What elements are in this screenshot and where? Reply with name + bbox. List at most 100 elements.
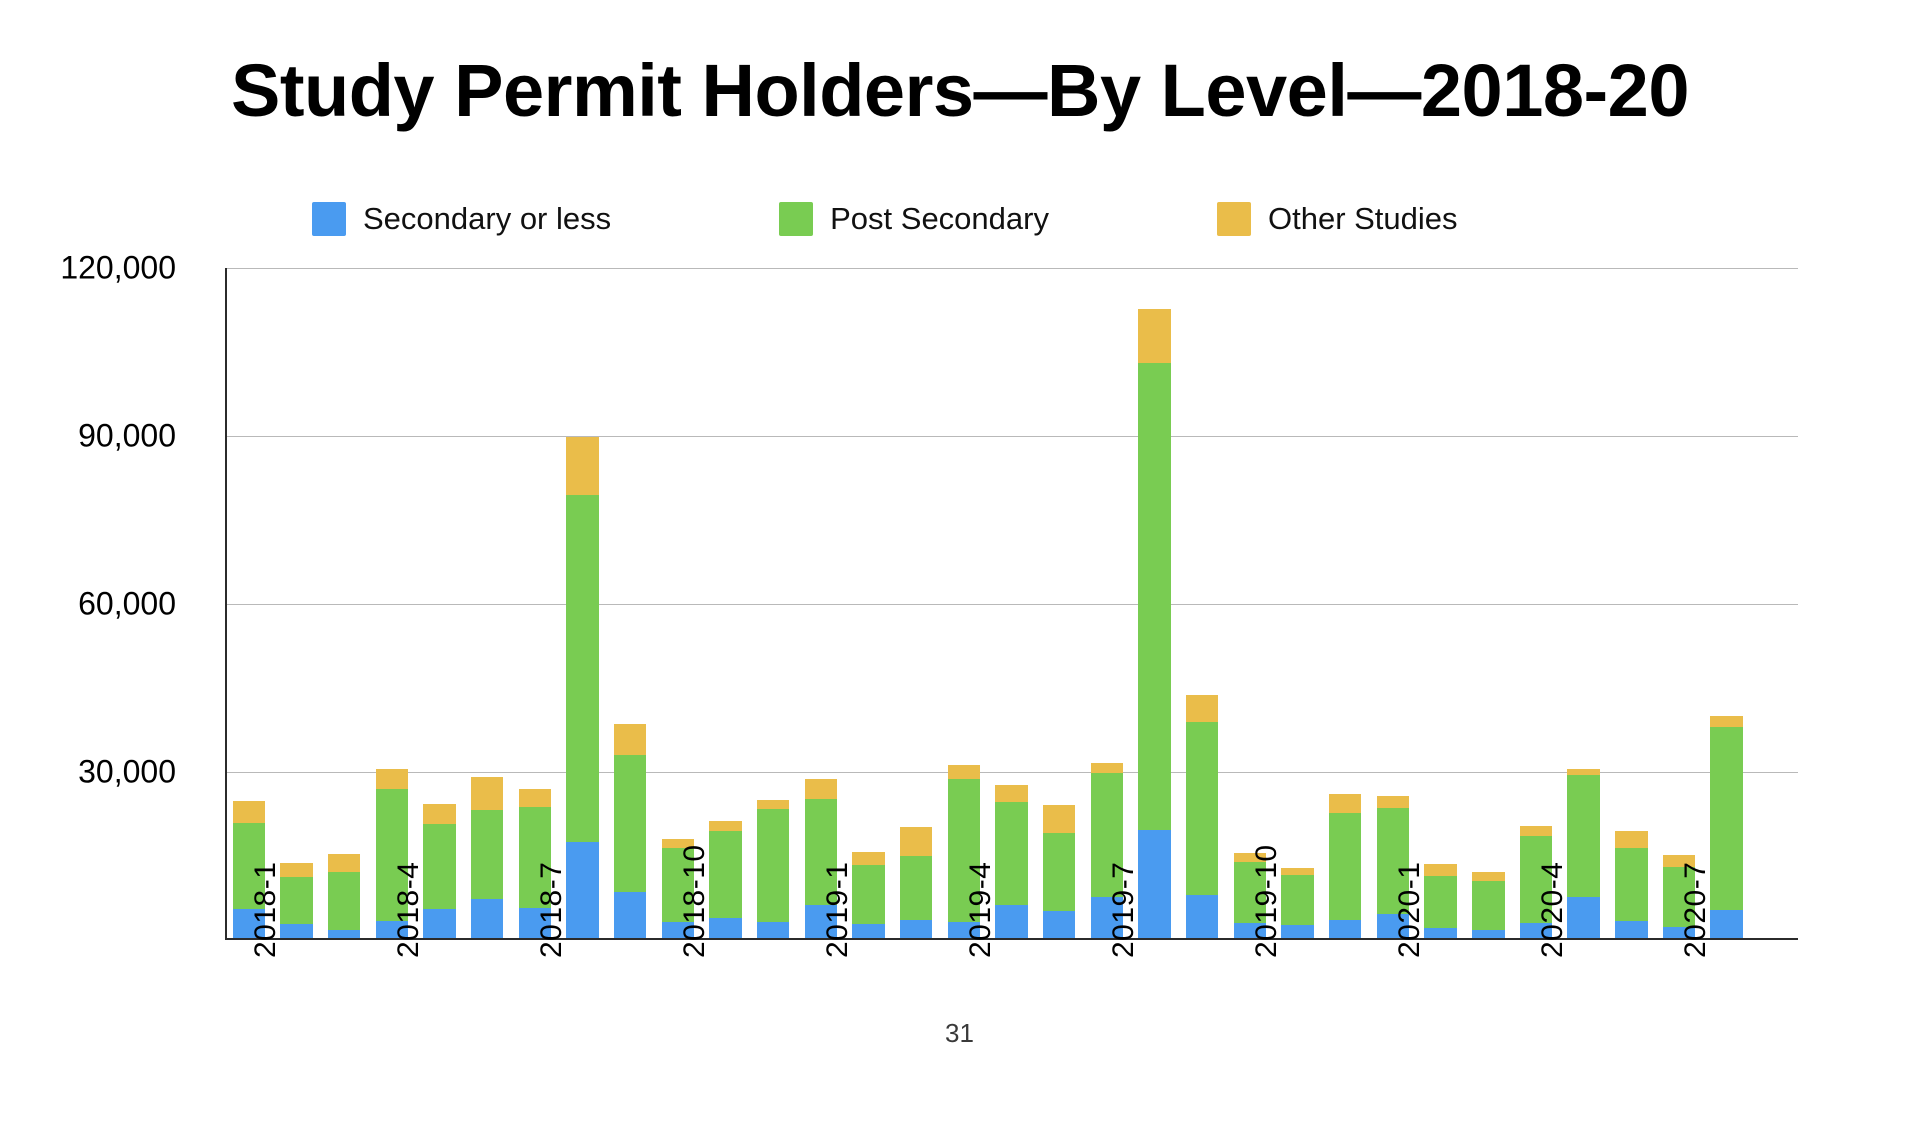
bar-segment [327, 853, 361, 872]
bar-segment [470, 898, 504, 940]
bar-segment [566, 842, 599, 940]
legend-item-post-secondary[interactable]: Post Secondary [779, 201, 1049, 237]
bar-segment [1472, 872, 1505, 882]
x-tick-slot: 2018-4 [368, 862, 425, 1130]
stacked-bar[interactable] [995, 784, 1028, 940]
bar-slot [702, 268, 750, 940]
bar-slot [1131, 268, 1179, 940]
stacked-bar[interactable] [900, 827, 933, 940]
bar-segment [1615, 848, 1648, 921]
bar-segment [327, 929, 361, 940]
x-axis-tick-labels: 2018-1 2018-4 2018-7 2018-10 2019-1 2019-4 201… [225, 844, 1798, 1130]
bar-slot [416, 268, 464, 940]
bar-segment [1710, 716, 1743, 728]
bar-segment [518, 807, 552, 909]
stacked-bar[interactable] [232, 800, 266, 940]
stacked-bar[interactable] [1567, 769, 1600, 940]
stacked-bar[interactable] [1138, 308, 1171, 940]
bar-segment [852, 852, 885, 865]
x-tick-slot: 2020-1 [1369, 862, 1426, 1130]
stacked-bar[interactable] [375, 769, 409, 940]
bar-segment [1376, 913, 1410, 940]
x-axis-line [225, 938, 1798, 940]
stacked-bar[interactable] [1662, 854, 1696, 940]
bar-slot [749, 268, 797, 940]
x-tick-slot [1464, 950, 1512, 1130]
stacked-bar[interactable] [1519, 825, 1553, 940]
stacked-bar[interactable] [423, 803, 456, 940]
bar-segment [900, 919, 933, 940]
stacked-bar[interactable] [852, 852, 885, 940]
stacked-bar[interactable] [614, 723, 647, 940]
bar-slot [1655, 268, 1703, 940]
stacked-bar[interactable] [1090, 762, 1124, 940]
bar-segment [375, 920, 409, 940]
legend-label: Secondary or less [363, 201, 612, 236]
stacked-bar[interactable] [709, 821, 742, 940]
bar-slot [511, 268, 559, 940]
stacked-bar[interactable] [1281, 868, 1314, 940]
bar-slot [1321, 268, 1369, 940]
stacked-bar[interactable] [1329, 794, 1362, 940]
stacked-bar[interactable] [804, 779, 838, 940]
bar-segment [1090, 762, 1124, 774]
bar-slot [1751, 268, 1799, 940]
bar-segment [518, 908, 552, 940]
x-axis-tick-label: 2018-7 [534, 861, 568, 958]
stacked-bar[interactable] [470, 777, 504, 940]
stacked-bar[interactable] [1472, 872, 1505, 940]
bar-segment [1329, 812, 1362, 920]
stacked-bar[interactable] [757, 800, 790, 940]
bar-segment [614, 723, 647, 756]
y-axis-tick-label: 120,000 [60, 249, 176, 286]
bar-segment [1424, 864, 1457, 876]
x-tick-slot [749, 950, 797, 1130]
y-axis-tick-label: 90,000 [78, 417, 176, 454]
stacked-bar[interactable] [1615, 830, 1648, 940]
bar-slot [1035, 268, 1083, 940]
x-tick-slot [892, 950, 940, 1130]
stacked-bar[interactable] [1424, 864, 1457, 940]
stacked-bar[interactable] [947, 764, 981, 940]
bar-segment [470, 777, 504, 810]
stacked-bar[interactable] [327, 853, 361, 940]
bar-segment [1662, 867, 1696, 927]
x-tick-slot [273, 950, 321, 1130]
x-tick-slot [1274, 950, 1322, 1130]
bar-slot [654, 268, 702, 940]
bar-segment [1090, 773, 1124, 898]
legend-item-secondary-or-less[interactable]: Secondary or less [312, 201, 611, 237]
x-tick-slot: 2018-10 [654, 844, 711, 1130]
bar-slot [797, 268, 845, 940]
x-tick-slot [416, 950, 464, 1130]
bar-segment [1281, 868, 1314, 875]
bar-slot [940, 268, 988, 940]
x-tick-slot: 2019-10 [1226, 844, 1283, 1130]
x-tick-slot [559, 950, 607, 1130]
stacked-bar[interactable] [1233, 853, 1267, 940]
x-tick-slot [1703, 950, 1751, 1130]
stacked-bar[interactable] [661, 839, 695, 940]
stacked-bar[interactable] [1043, 805, 1076, 940]
bar-segment [1376, 808, 1410, 914]
x-axis-tick-label: 2019-7 [1106, 861, 1140, 958]
stacked-bar[interactable] [1710, 716, 1743, 940]
stacked-bar[interactable] [518, 788, 552, 940]
stacked-bar[interactable] [1186, 695, 1219, 940]
bar-slot [988, 268, 1036, 940]
bar-segment [1138, 362, 1171, 831]
stacked-bar[interactable] [280, 863, 313, 940]
legend-item-other-studies[interactable]: Other Studies [1216, 201, 1458, 237]
bar-slot [1464, 268, 1512, 940]
x-tick-slot [320, 950, 368, 1130]
legend-swatch-icon [1216, 202, 1251, 236]
stacked-bar[interactable] [566, 436, 599, 940]
bar-segment [1281, 874, 1314, 925]
bar-slot [320, 268, 368, 940]
bar-segment [614, 892, 647, 940]
bar-segment [1567, 774, 1600, 898]
x-tick-slot [1178, 950, 1226, 1130]
page-title: Study Permit Holders—By Level—2018-20 [231, 49, 1689, 132]
stacked-bar[interactable] [1376, 795, 1410, 940]
bar-segment [423, 823, 456, 910]
